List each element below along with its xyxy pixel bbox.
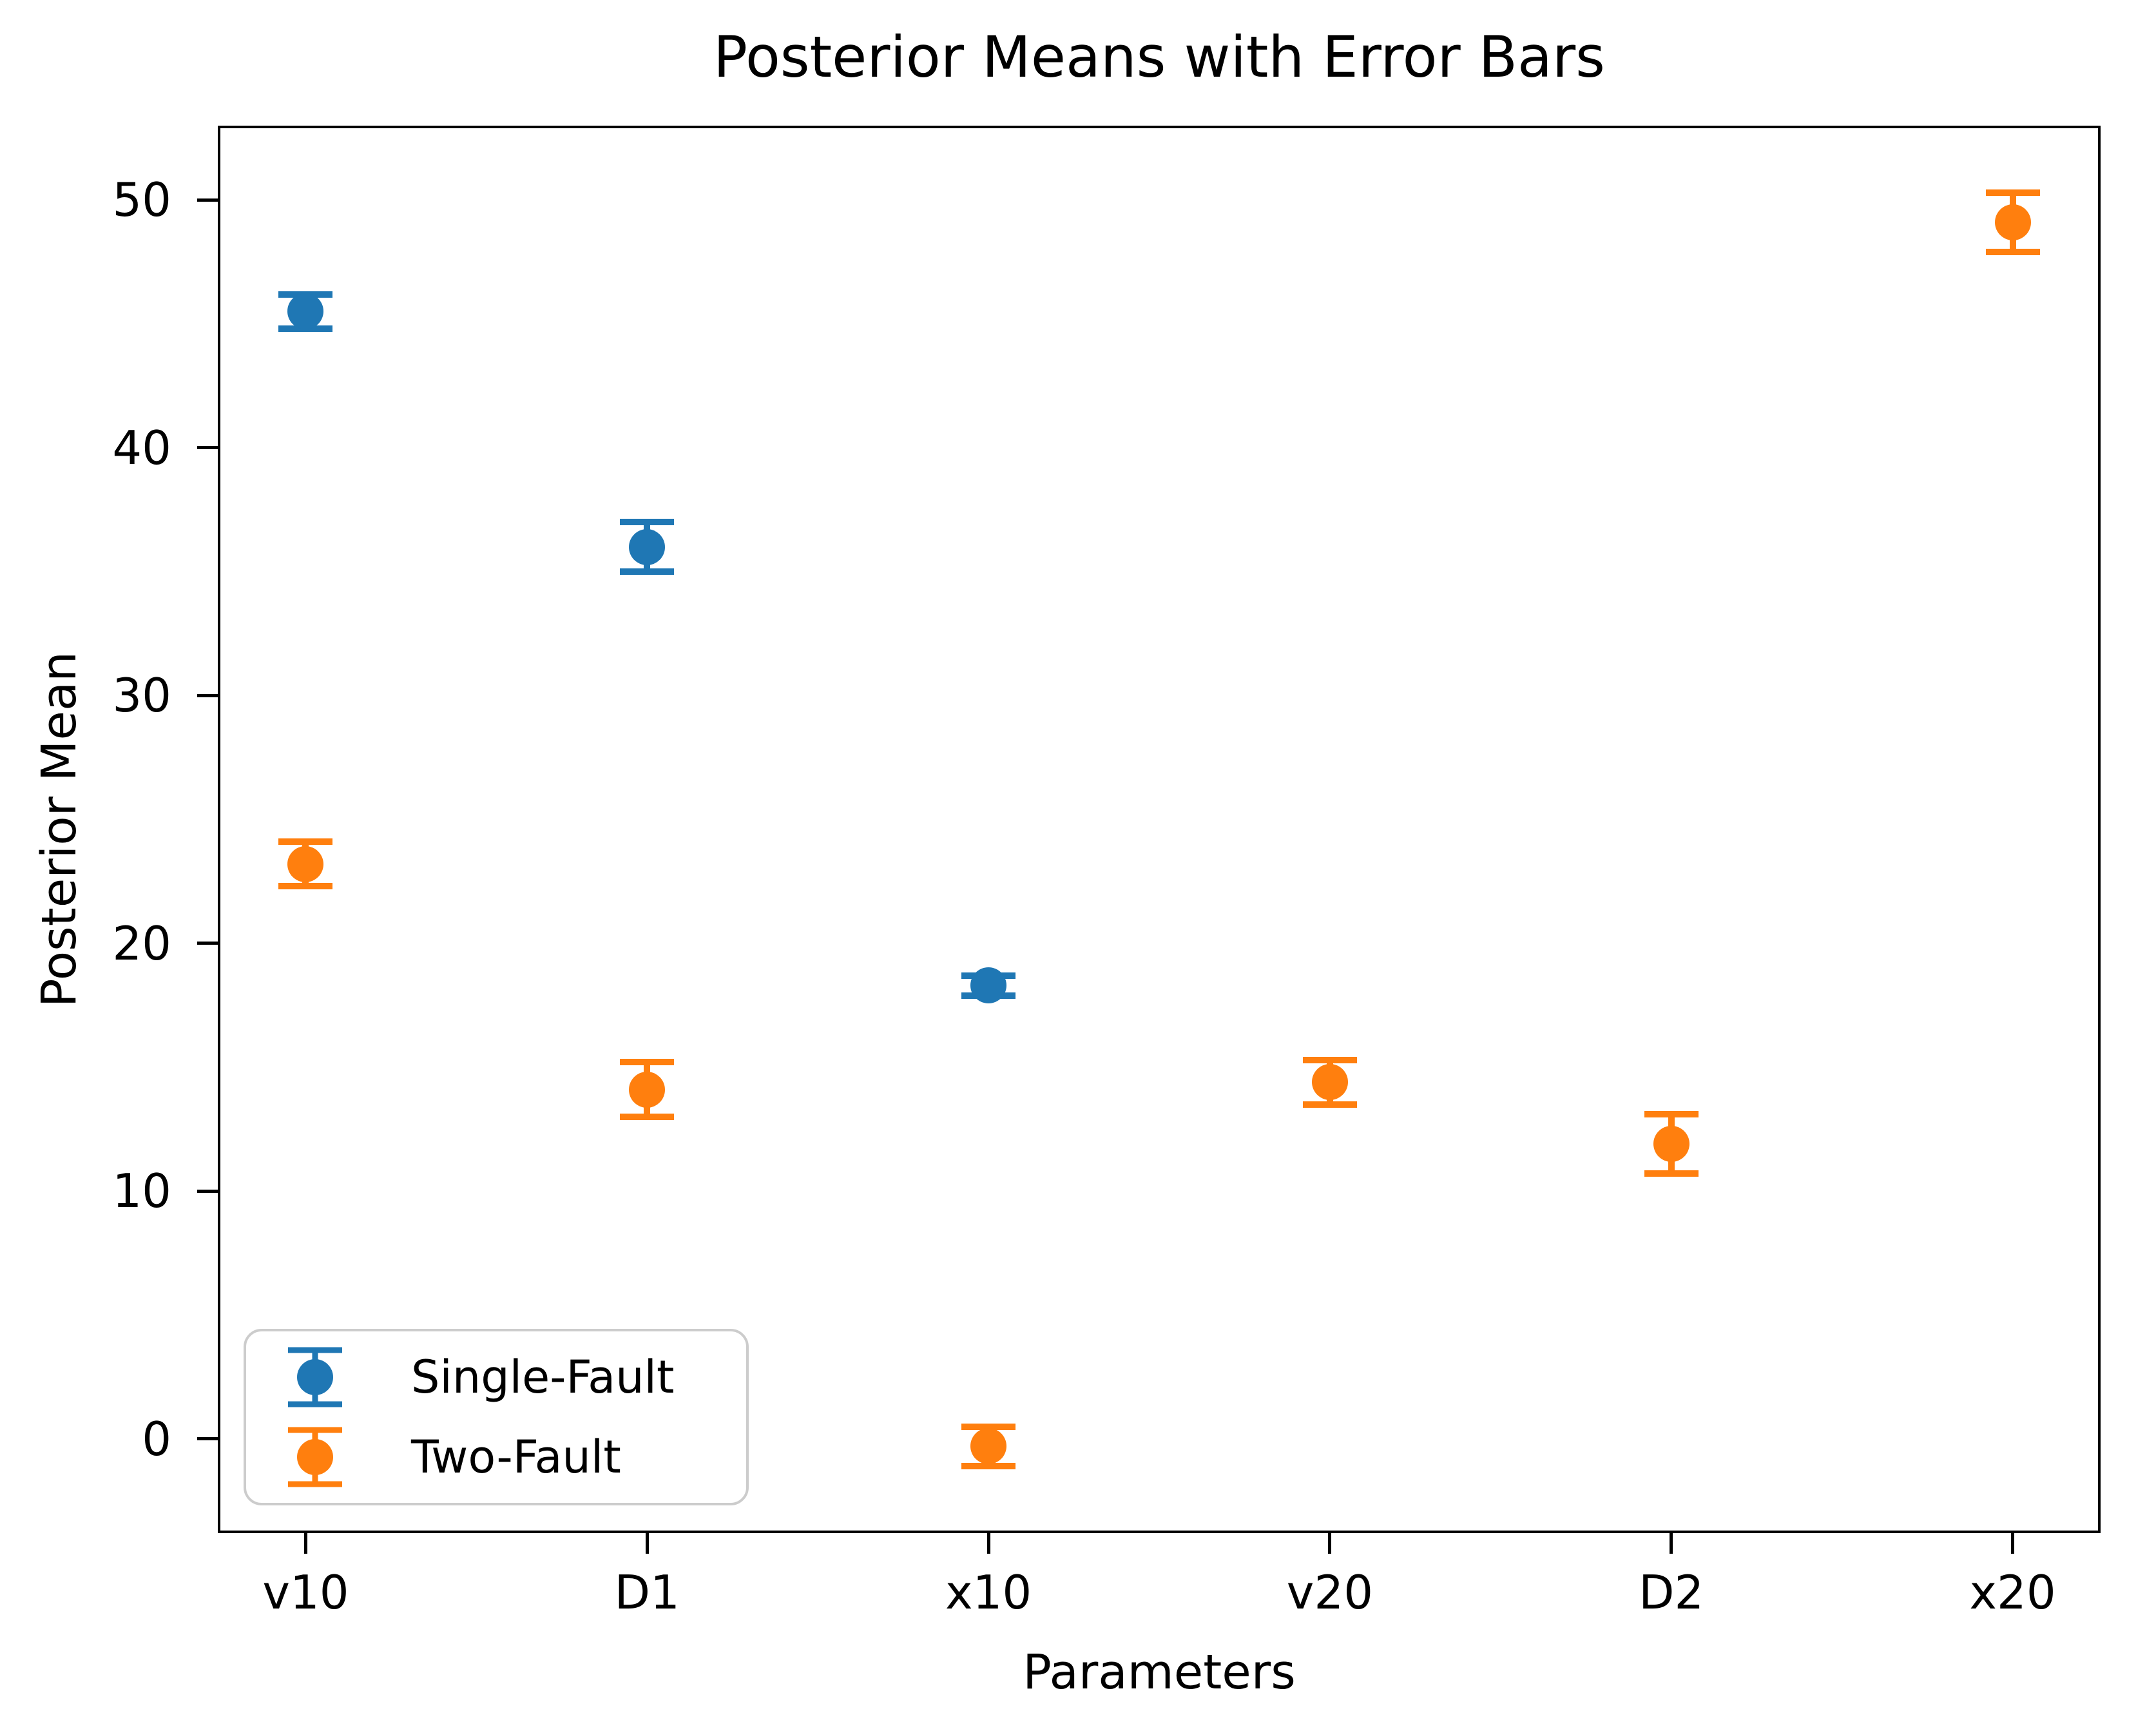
plot-area bbox=[218, 126, 2101, 1533]
legend-item-two-fault: Two-Fault bbox=[246, 1418, 746, 1496]
errorbar-cap-Two-Fault-v20 bbox=[1302, 1056, 1357, 1063]
errorbar-cap-Two-Fault-D2 bbox=[1644, 1170, 1699, 1177]
y-tick-label: 20 bbox=[112, 916, 171, 971]
errorbar-cap-Two-Fault-v10 bbox=[278, 838, 333, 846]
y-tick bbox=[197, 198, 218, 202]
errorbar-marker-icon bbox=[288, 1347, 342, 1407]
data-point-Two-Fault-D1 bbox=[629, 1071, 666, 1108]
legend-item-single-fault: Single-Fault bbox=[246, 1338, 746, 1416]
y-tick bbox=[197, 942, 218, 945]
x-tick bbox=[1328, 1533, 1332, 1554]
errorbar-cap-Two-Fault-x20 bbox=[1985, 249, 2040, 256]
legend: Single-Fault Two-Fault bbox=[244, 1329, 749, 1505]
y-tick-label: 0 bbox=[142, 1411, 171, 1466]
y-tick-label: 50 bbox=[112, 173, 171, 227]
data-point-Two-Fault-x20 bbox=[1994, 204, 2031, 241]
errorbar-cap-Two-Fault-D1 bbox=[620, 1113, 675, 1120]
y-tick-label: 10 bbox=[112, 1164, 171, 1219]
y-tick-label: 40 bbox=[112, 420, 171, 475]
data-point-Two-Fault-v20 bbox=[1311, 1064, 1348, 1101]
y-tick-label: 30 bbox=[112, 668, 171, 723]
y-tick bbox=[197, 1437, 218, 1441]
errorbar-cap-Two-Fault-x10 bbox=[961, 1423, 1016, 1430]
y-tick bbox=[197, 446, 218, 450]
x-axis-label: Parameters bbox=[1023, 1645, 1296, 1700]
legend-label-two-fault: Two-Fault bbox=[411, 1431, 621, 1484]
x-tick-label-D2: D2 bbox=[1639, 1565, 1704, 1619]
chart-title: Posterior Means with Error Bars bbox=[713, 24, 1605, 90]
x-tick-label-x20: x20 bbox=[1969, 1565, 2056, 1619]
data-point-Two-Fault-v10 bbox=[287, 846, 324, 882]
x-tick-label-v20: v20 bbox=[1286, 1565, 1374, 1619]
errorbar-cap-Two-Fault-D1 bbox=[620, 1059, 675, 1066]
x-tick bbox=[303, 1533, 307, 1554]
data-point-Two-Fault-x10 bbox=[970, 1428, 1007, 1465]
legend-label-single-fault: Single-Fault bbox=[411, 1350, 675, 1404]
errorbar-marker-icon bbox=[288, 1427, 342, 1487]
y-tick bbox=[197, 1189, 218, 1193]
x-tick bbox=[987, 1533, 990, 1554]
y-tick bbox=[197, 693, 218, 697]
errorbar-cap-Two-Fault-v20 bbox=[1302, 1101, 1357, 1108]
errorbar-cap-Single-Fault-D1 bbox=[620, 519, 675, 526]
x-tick-label-v10: v10 bbox=[262, 1565, 349, 1619]
data-point-Two-Fault-D2 bbox=[1653, 1126, 1689, 1163]
errorbar-cap-Single-Fault-D1 bbox=[620, 568, 675, 575]
x-tick-label-D1: D1 bbox=[614, 1565, 680, 1619]
errorbar-cap-Two-Fault-v10 bbox=[278, 883, 333, 890]
errorbar-cap-Two-Fault-x20 bbox=[1985, 189, 2040, 196]
x-tick bbox=[2011, 1533, 2015, 1554]
data-point-Single-Fault-x10 bbox=[970, 967, 1007, 1004]
errorbar-cap-Two-Fault-D2 bbox=[1644, 1111, 1699, 1118]
x-tick-label-x10: x10 bbox=[945, 1565, 1032, 1619]
data-point-Single-Fault-v10 bbox=[287, 293, 324, 330]
data-point-Single-Fault-D1 bbox=[629, 528, 666, 565]
x-tick bbox=[645, 1533, 649, 1554]
x-tick bbox=[1670, 1533, 1673, 1554]
errorbar-cap-Two-Fault-x10 bbox=[961, 1463, 1016, 1470]
